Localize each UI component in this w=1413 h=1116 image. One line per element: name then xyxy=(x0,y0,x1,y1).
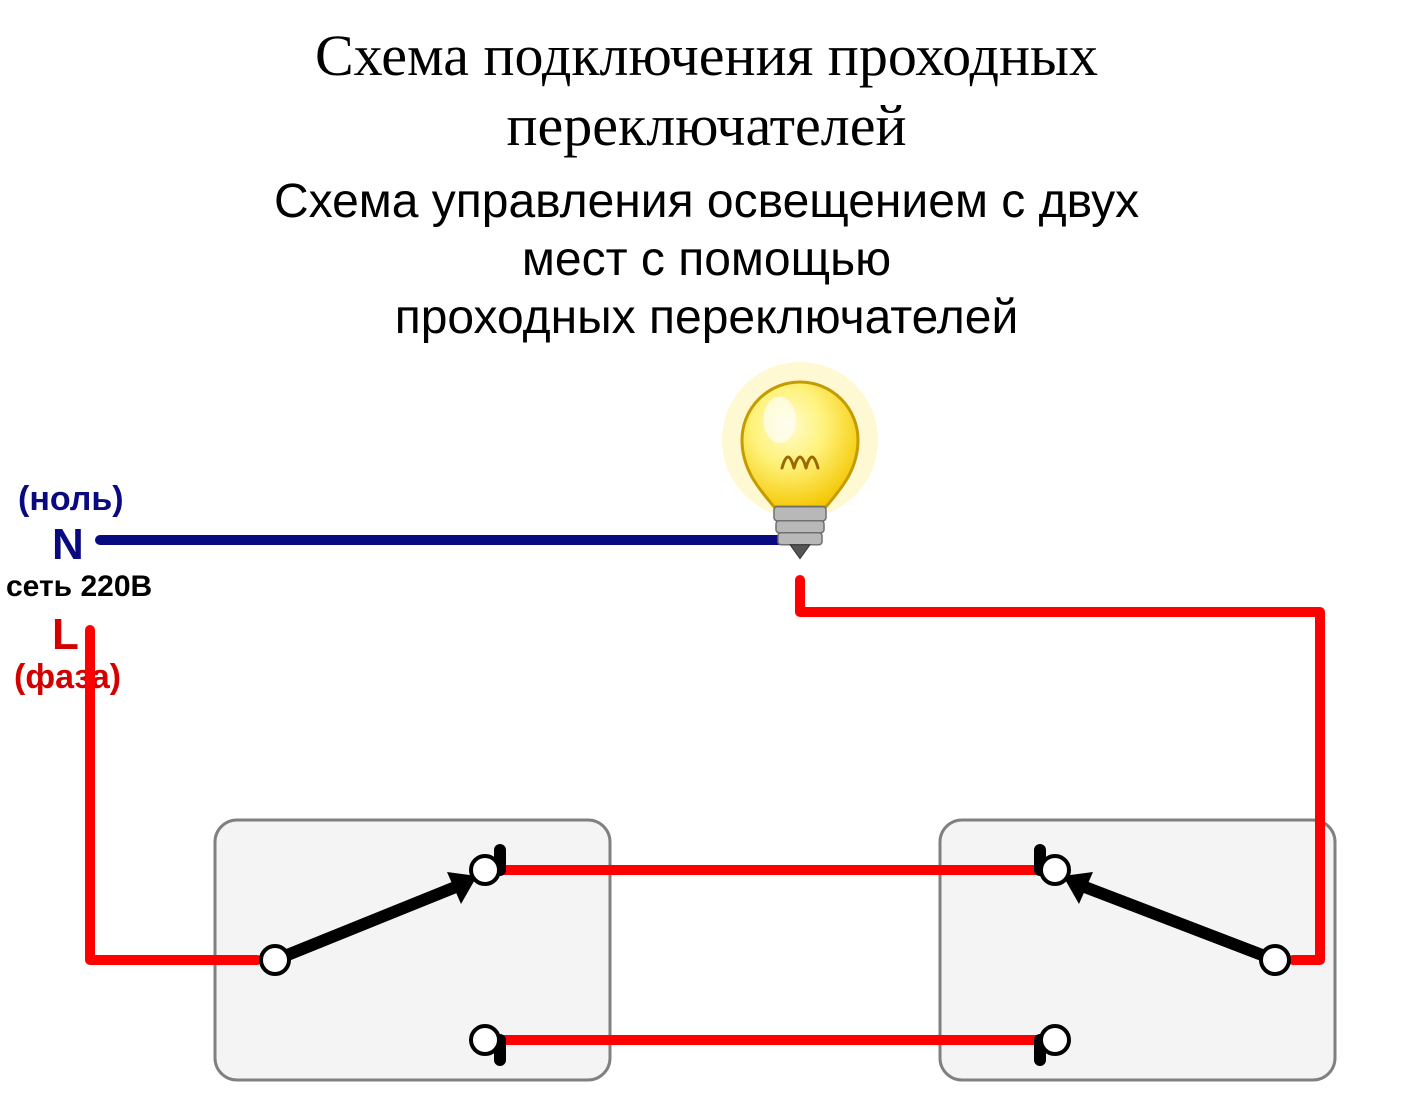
circuit-diagram xyxy=(0,0,1413,1116)
